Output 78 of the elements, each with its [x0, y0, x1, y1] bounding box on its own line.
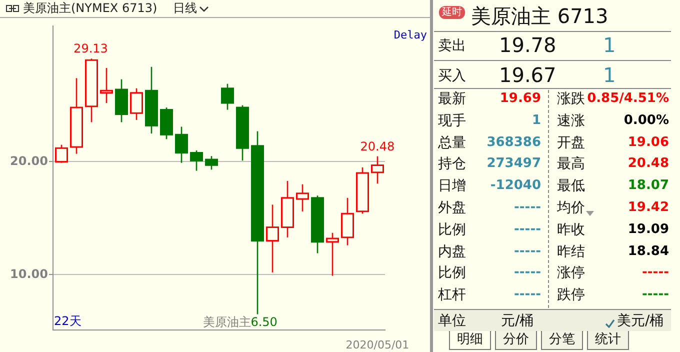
candlestick — [341, 197, 354, 246]
text: 19.42 — [628, 200, 669, 215]
text: -12040 — [490, 178, 541, 194]
candlestick — [221, 83, 234, 110]
text: 速涨 — [557, 112, 585, 130]
text: 外盘 — [438, 199, 466, 217]
candlestick — [205, 155, 218, 170]
candlestick — [55, 144, 68, 164]
candlestick — [266, 204, 279, 274]
annotation: 29.13 — [74, 42, 108, 56]
text: ----- — [514, 244, 541, 259]
text: 昨结 — [557, 242, 585, 261]
candlestick — [190, 150, 203, 172]
chart-subtitle: 日线 — [173, 0, 198, 17]
text: 买入 — [438, 67, 466, 85]
text: 最高 — [557, 155, 585, 174]
text: 杠杆 — [438, 286, 466, 304]
text: 统计 — [587, 331, 629, 350]
text: ----- — [514, 287, 541, 302]
text: 涨停 — [557, 264, 585, 282]
candlestick — [175, 126, 188, 164]
annotation: 22天 — [54, 314, 82, 328]
text: 分笔 — [541, 331, 583, 350]
candlestick — [371, 156, 384, 184]
annotation: 20.48 — [360, 139, 395, 154]
text: 19.69 — [500, 91, 541, 106]
text: 开盘 — [557, 134, 585, 152]
candlestick — [296, 184, 309, 212]
text: 最新 — [438, 90, 466, 108]
text: 均价 — [557, 199, 585, 217]
candlestick — [326, 232, 339, 276]
text: 19.06 — [628, 134, 669, 150]
text: 单位 — [438, 312, 466, 330]
candlestick — [130, 88, 143, 121]
text: 现手 — [438, 112, 466, 130]
text: 美元/桶 — [617, 312, 664, 330]
text: 明细 — [449, 331, 491, 350]
text: 368386 — [486, 134, 541, 150]
text: 比例 — [438, 264, 466, 282]
text: ----- — [514, 200, 541, 215]
text: 最低 — [557, 177, 585, 196]
text: ----- — [514, 265, 541, 280]
text: 273497 — [486, 156, 541, 172]
annotation: 美原油主 — [203, 315, 251, 330]
text: 内盘 — [438, 242, 466, 261]
candlestick — [100, 67, 113, 104]
text: 美原油主 6713 — [471, 3, 608, 30]
text: 总量 — [438, 134, 466, 152]
text: 19.78 — [499, 33, 556, 57]
text: 卖出 — [438, 37, 466, 55]
text: ----- — [642, 287, 669, 302]
chart-title: 美原油主(NYMEX 6713) — [23, 0, 158, 17]
x-tick-label: 2020/05/01 — [346, 338, 410, 352]
text: 18.07 — [628, 178, 669, 194]
text: ----- — [642, 265, 669, 280]
text: 20.48 — [628, 156, 669, 172]
text: 持仓 — [438, 155, 466, 174]
y-tick-label: 10.00 — [10, 266, 48, 281]
annotation: 6.50 — [250, 315, 278, 330]
text: 1 — [603, 63, 616, 87]
text: 1 — [532, 112, 541, 128]
text: 19.09 — [628, 222, 669, 237]
text: 比例 — [438, 220, 466, 239]
text: 日增 — [438, 177, 466, 196]
text: 元/桶 — [501, 312, 534, 330]
text: ----- — [514, 222, 541, 237]
text: 19.67 — [499, 63, 556, 87]
text: 0.00% — [624, 112, 669, 128]
text: 延时 — [439, 6, 465, 19]
y-tick-label: 20.00 — [10, 154, 48, 168]
text: 跌停 — [557, 286, 585, 304]
text: 涨跌 — [557, 90, 585, 108]
text: 分价 — [495, 331, 537, 350]
text: Delay — [394, 28, 428, 42]
text: 18.84 — [628, 244, 669, 259]
text: 0.85/4.51% — [587, 91, 669, 106]
text: 昨收 — [557, 220, 585, 239]
text: 1 — [603, 33, 616, 57]
